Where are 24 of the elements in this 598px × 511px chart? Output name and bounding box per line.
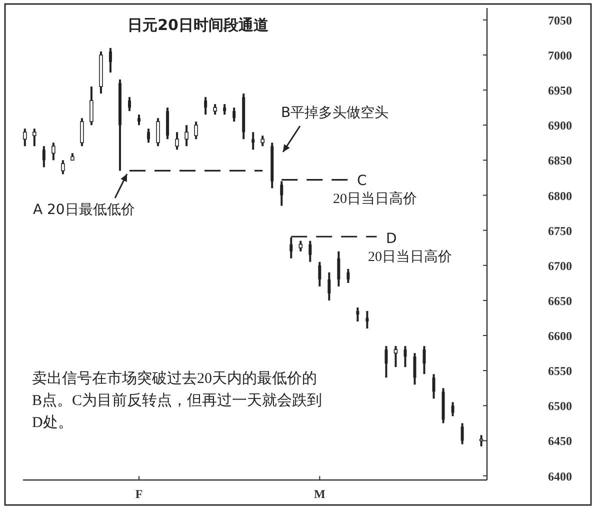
y-tick-label: 6950 bbox=[548, 84, 572, 98]
y-tick-label: 6400 bbox=[548, 469, 572, 484]
y-tick-label: 7000 bbox=[548, 48, 572, 62]
y-tick-label: 6600 bbox=[548, 329, 572, 344]
y-tick-label: 6450 bbox=[548, 434, 572, 448]
y-tick-label: 7050 bbox=[548, 13, 572, 28]
y-tick-label: 6850 bbox=[548, 154, 572, 168]
text: 日元20日时间段通道 bbox=[128, 16, 270, 34]
annotation: 20日当日高价 bbox=[333, 191, 417, 207]
y-tick-label: 6650 bbox=[548, 294, 572, 308]
y-tick-label: 6500 bbox=[548, 399, 572, 414]
y-tick-label: 6550 bbox=[548, 364, 572, 378]
annotation: D bbox=[386, 231, 397, 247]
y-tick-label: 6700 bbox=[548, 258, 572, 273]
y-tick-label: 6750 bbox=[548, 224, 572, 238]
annotation: B平掉多头做空头 bbox=[281, 105, 389, 121]
annotation: 20日当日高价 bbox=[368, 249, 452, 265]
y-tick-label: 6800 bbox=[548, 188, 572, 203]
annotation: A 20日最低低价 bbox=[33, 202, 135, 218]
annotation: 卖出信号在市场突破过去20天内的最低价的B点。C为目前反转点，但再过一天就会跌到D处。 bbox=[32, 369, 322, 433]
x-tick-label: F bbox=[135, 487, 143, 501]
y-tick-label: 6900 bbox=[548, 118, 572, 133]
x-tick-label: M bbox=[314, 487, 326, 501]
annotation: C bbox=[357, 173, 367, 189]
